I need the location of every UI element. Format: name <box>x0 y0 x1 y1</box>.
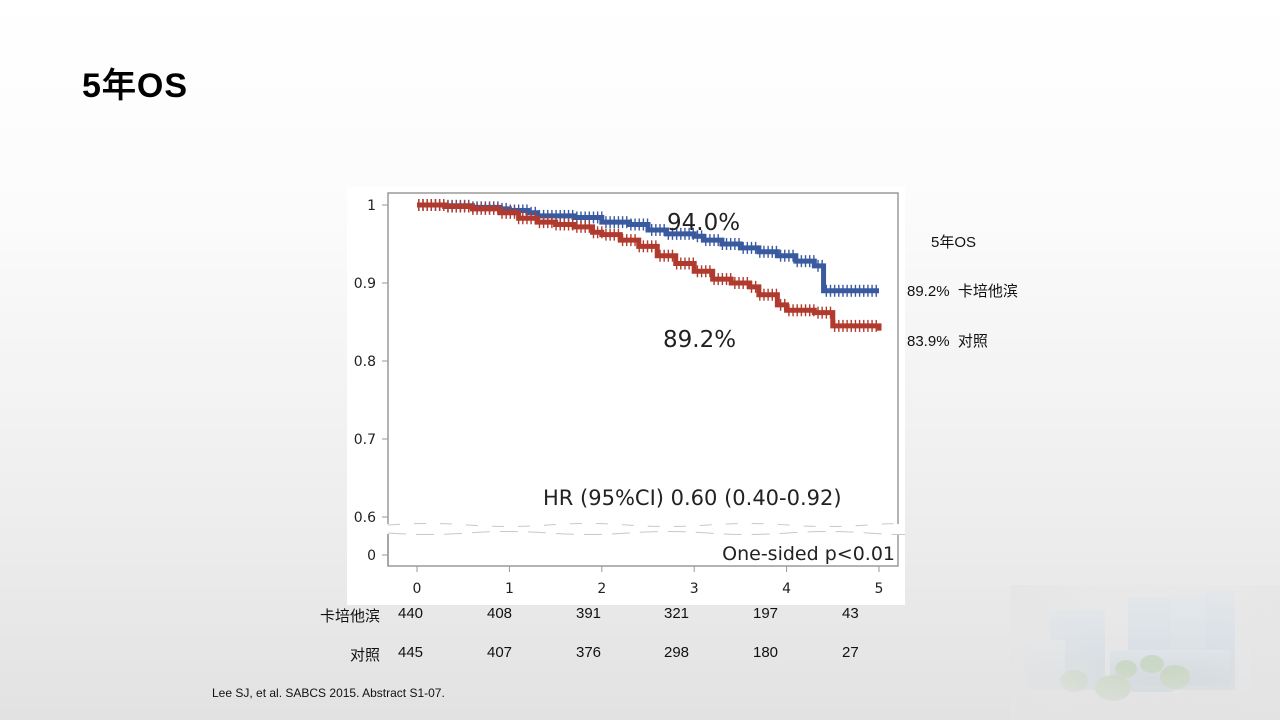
risk-cell: 197 <box>753 605 779 622</box>
x-tick-label: 5 <box>875 581 884 597</box>
x-tick-label: 0 <box>413 581 422 597</box>
side-legend-value: 83.9% <box>907 333 950 350</box>
axis-break-gap <box>386 524 900 534</box>
risk-cell: 445 <box>398 644 424 661</box>
plot-frame <box>387 192 899 567</box>
citation: Lee SJ, et al. SABCS 2015. Abstract S1-0… <box>212 686 445 700</box>
risk-cell: 440 <box>398 605 424 622</box>
y-tick-label: 0.9 <box>354 276 376 292</box>
side-legend-label: 卡培他滨 <box>957 283 1018 300</box>
axis-break-line-upper <box>387 523 905 527</box>
annotation-upper-percent: 94.0% <box>667 210 740 236</box>
side-legend-item-control: 83.9% 对照 <box>907 330 988 351</box>
km-chart-svg: 1 0.9 0.8 0.7 0.6 0 0 1 2 3 4 5 94.0% 89.2% HR (95%… <box>354 192 905 597</box>
x-tick-label: 3 <box>690 581 699 597</box>
y-tick-label: 0 <box>367 548 376 564</box>
annotation-p-value: One-sided p<0.01 <box>722 543 895 565</box>
x-tick-label: 4 <box>782 581 791 597</box>
side-legend-heading: 5年OS <box>931 234 977 251</box>
series-layer <box>417 199 882 332</box>
side-legend-value: 89.2% <box>907 283 950 300</box>
risk-cell: 391 <box>576 605 602 622</box>
y-tick-label: 0.8 <box>354 354 376 370</box>
slide-title: 5年OS <box>82 67 189 105</box>
y-tick-label: 0.7 <box>354 432 376 448</box>
hospital-buildings-image <box>1010 585 1280 720</box>
risk-cell: 376 <box>576 644 602 661</box>
y-tick-label: 0.6 <box>354 510 376 526</box>
side-legend-label: 对照 <box>957 333 988 350</box>
annotation-lower-percent: 89.2% <box>663 327 736 353</box>
side-legend-item-capecitabine: 89.2% 卡培他滨 <box>907 280 1018 301</box>
km-chart: 1 0.9 0.8 0.7 0.6 0 0 1 2 3 4 5 94.0% 89.2% HR (95%… <box>347 187 905 605</box>
axes-layer: 1 0.9 0.8 0.7 0.6 0 0 1 2 3 4 5 <box>354 192 905 597</box>
risk-row-label: 对照 <box>349 647 380 664</box>
risk-cell: 27 <box>842 644 859 661</box>
censor-marks-control <box>418 199 877 332</box>
risk-cell: 298 <box>664 644 690 661</box>
x-tick-label: 2 <box>597 581 606 597</box>
risk-cell: 43 <box>842 605 859 622</box>
axis-break-line-lower <box>387 531 905 535</box>
risk-row-label: 卡培他滨 <box>319 608 380 625</box>
risk-cell: 408 <box>487 605 513 622</box>
annotation-hazard-ratio: HR (95%CI) 0.60 (0.40-0.92) <box>543 486 842 510</box>
risk-cell: 180 <box>753 644 779 661</box>
risk-cell: 321 <box>664 605 690 622</box>
y-tick-label: 1 <box>367 198 376 214</box>
x-tick-label: 1 <box>505 581 514 597</box>
risk-cell: 407 <box>487 644 513 661</box>
